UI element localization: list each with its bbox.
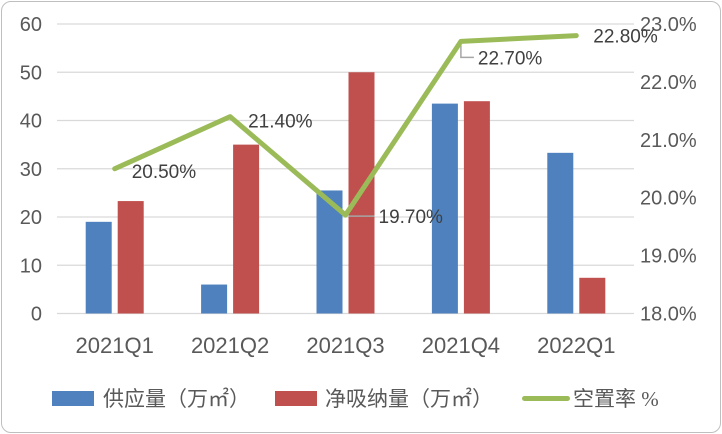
category-label: 2022Q1 — [537, 333, 615, 358]
right-axis-tick: 19.0% — [640, 246, 697, 268]
right-axis-tick-labels: 18.0% 19.0% 20.0% 21.0% 22.0% 23.0% — [640, 14, 697, 326]
legend-swatch-vacancy-line — [522, 396, 570, 401]
supply-bar — [547, 152, 574, 314]
right-axis-tick: 20.0% — [640, 188, 697, 210]
gridlines — [57, 23, 634, 315]
vacancy-data-label: 19.70% — [379, 207, 444, 228]
vacancy-rate-line — [112, 33, 579, 218]
vacancy-data-label: 21.40% — [248, 112, 313, 133]
left-axis-tick: 50 — [20, 62, 42, 84]
right-axis-tick: 18.0% — [640, 304, 697, 326]
vacancy-rate-polyline — [112, 33, 579, 218]
legend-label-vacancy: 空置率 % — [573, 387, 659, 411]
category-label: 2021Q2 — [191, 333, 269, 358]
legend-label-supply: 供应量（万㎡） — [103, 387, 250, 411]
absorption-bar — [579, 277, 606, 314]
leader-line — [460, 45, 474, 59]
left-axis-tick: 40 — [20, 111, 42, 133]
left-axis-tick: 0 — [31, 304, 42, 326]
left-axis-tick: 60 — [20, 14, 42, 36]
absorption-bar — [117, 201, 144, 314]
right-axis-tick: 21.0% — [640, 130, 697, 152]
category-axis-labels: 2021Q1 2021Q2 2021Q3 2021Q4 2022Q1 — [76, 333, 616, 358]
vacancy-data-label: 22.80% — [593, 27, 658, 48]
right-axis-tick: 22.0% — [640, 72, 697, 94]
left-axis-tick: 20 — [20, 207, 42, 229]
left-axis-tick: 10 — [20, 255, 42, 277]
left-axis-tick: 30 — [20, 159, 42, 181]
absorption-bar — [463, 101, 490, 314]
legend-swatch-supply — [52, 391, 94, 406]
legend-swatch-absorption — [275, 391, 317, 406]
legend-label-absorption: 净吸纳量（万㎡） — [325, 387, 493, 411]
supply-bar — [431, 103, 458, 314]
vacancy-data-label: 22.70% — [478, 48, 543, 69]
category-label: 2021Q3 — [306, 333, 384, 358]
left-axis-tick-labels: 0 10 20 30 40 50 60 — [20, 14, 42, 326]
category-label: 2021Q4 — [422, 333, 500, 358]
absorption-bar — [233, 144, 260, 314]
supply-bar — [201, 284, 228, 314]
supply-bar — [85, 221, 112, 314]
line-data-labels: 20.50% 21.40% 19.70% 22.70% 22.80% — [132, 27, 658, 228]
bar-series — [85, 72, 606, 314]
category-label: 2021Q1 — [76, 333, 154, 358]
right-axis-tick: 23.0% — [640, 14, 697, 36]
vacancy-data-label: 20.50% — [132, 162, 197, 183]
data-label-leader-lines — [348, 45, 474, 217]
